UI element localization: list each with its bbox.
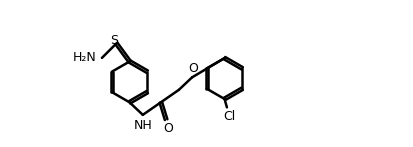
Text: S: S <box>110 34 119 47</box>
Text: O: O <box>163 122 173 135</box>
Text: O: O <box>188 62 198 75</box>
Text: NH: NH <box>133 119 152 132</box>
Text: Cl: Cl <box>223 110 235 123</box>
Text: H₂N: H₂N <box>73 51 97 64</box>
